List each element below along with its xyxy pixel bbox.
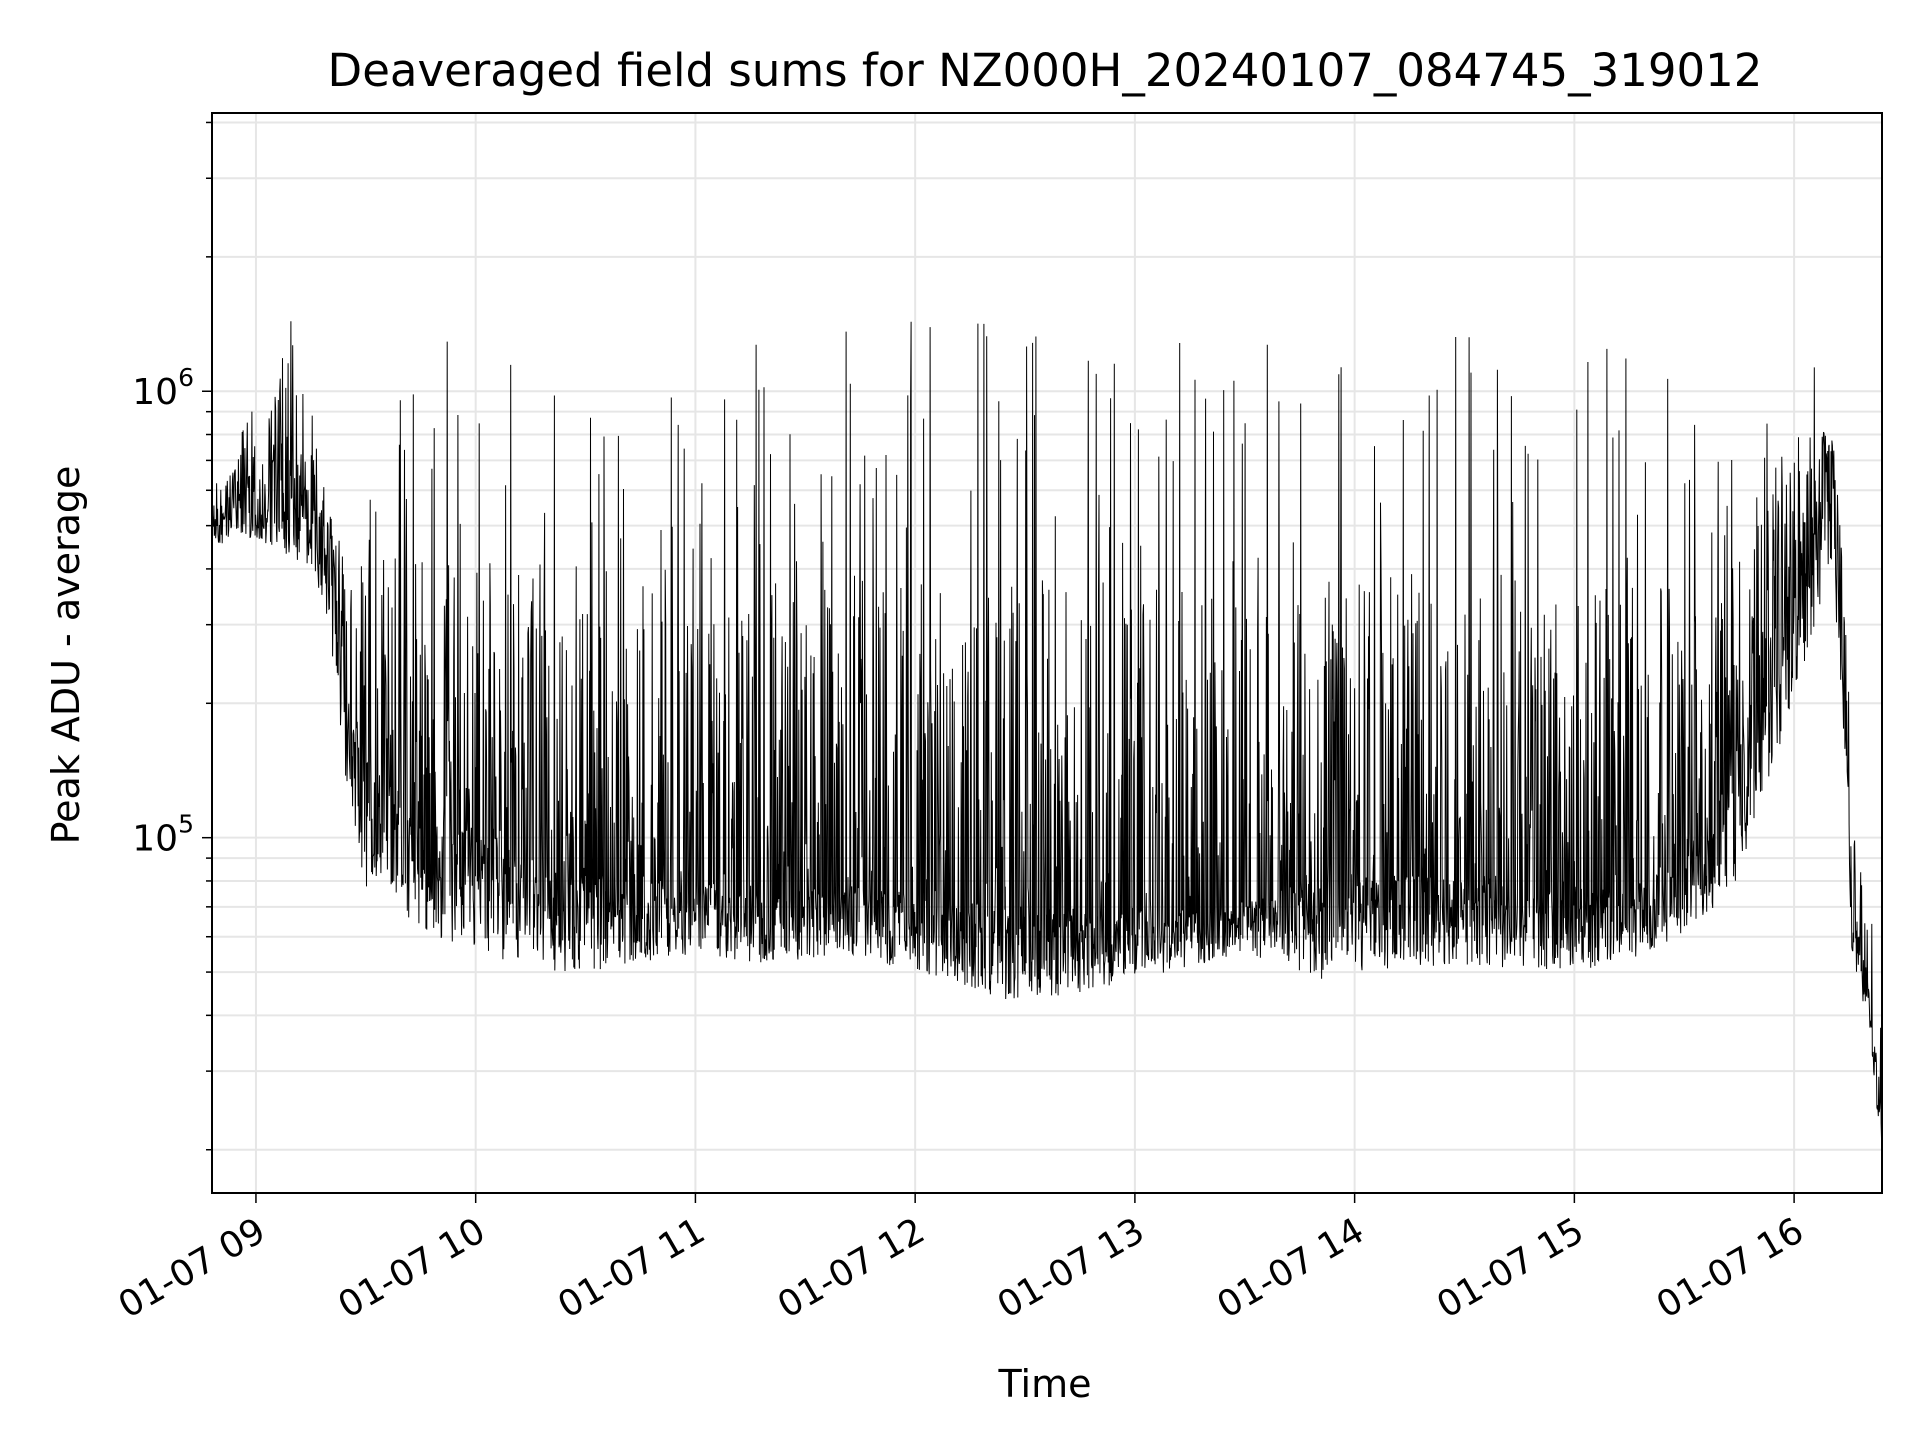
series-line (211, 321, 1883, 1139)
plot-area-frame (211, 112, 1883, 1194)
x-axis-label: Time (998, 1362, 1092, 1406)
y-axis-label: Peak ADU - average (44, 466, 88, 845)
chart-title: Deaveraged field sums for NZ000H_2024010… (328, 44, 1763, 97)
y-tick-label: 105 (132, 810, 194, 860)
data-series (211, 321, 1883, 1139)
y-tick-label: 106 (132, 363, 194, 413)
